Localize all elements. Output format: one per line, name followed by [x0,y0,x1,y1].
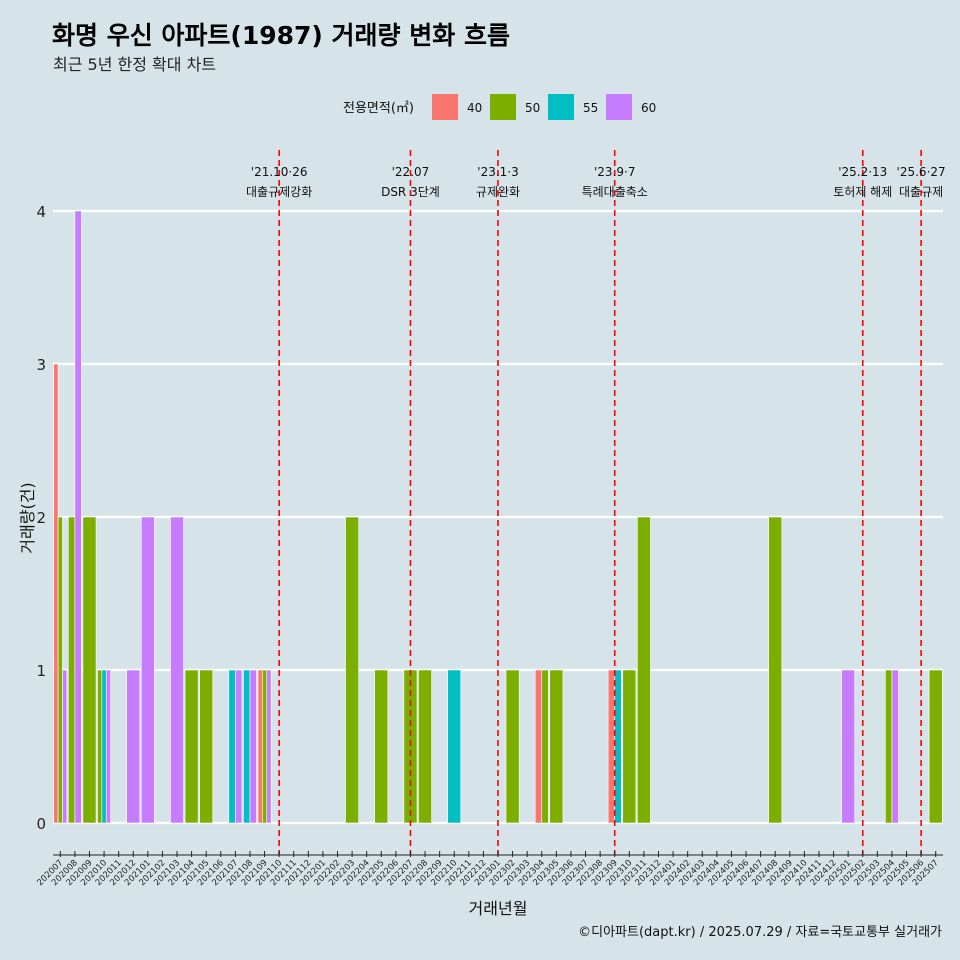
bar-50-202304 [541,669,549,824]
bar-60-202109 [266,669,272,824]
bar-55-202107 [228,669,236,824]
bar-60-202103 [170,516,184,824]
bar-60-202107 [235,669,243,824]
bar-55-202108 [243,669,251,824]
bar-55-202010 [101,669,107,824]
y-tick-label: 4 [36,203,46,221]
bar-50-202310 [622,669,637,824]
legend-label: 50 [525,101,540,115]
y-tick-label: 2 [36,509,46,527]
event-date-label: '21.10·26 [251,165,308,179]
bar-60-202501 [841,669,856,824]
bar-50-202109 [262,669,268,824]
event-policy-label: 토허제 해제 [833,185,892,199]
legend-key-40 [432,94,458,120]
bar-60-202101 [140,516,155,824]
bar-50-202203 [345,516,359,824]
y-tick-label: 3 [36,356,46,374]
y-tick-label: 0 [36,815,46,833]
bar-50-202010 [97,669,103,824]
event-policy-label: DSR 3단계 [381,185,440,199]
bar-50-202205 [374,669,389,824]
chart-caption: ©디아파트(dapt.kr) / 2025.07.29 / 자료=국토교통부 실… [578,925,942,940]
y-tick-label: 1 [36,662,46,680]
bar-50-202302 [505,669,520,824]
legend-key-60 [606,94,632,120]
event-policy-label: 대출규제 [899,185,943,199]
bar-60-202010 [105,669,111,824]
legend-key-50 [490,94,516,120]
bar-50-202208 [418,669,432,824]
bar-60-202108 [249,669,257,824]
bar-40-202109 [257,669,263,824]
x-axis-label: 거래년월 [469,899,528,918]
bar-50-202104 [184,669,199,824]
bar-50-202408 [768,516,783,824]
chart-subtitle: 최근 5년 한정 확대 차트 [53,55,216,74]
event-policy-label: 특례대출축소 [582,185,648,199]
bar-55-202210 [447,669,462,824]
bar-50-202008 [68,516,76,824]
event-date-label: '23.9·7 [594,165,635,179]
bar-60-202008 [74,210,82,824]
bar-50-202007 [57,516,63,824]
event-policy-label: 규제완화 [476,185,520,199]
event-date-label: '25.6·27 [897,165,946,179]
legend-label: 40 [467,101,482,115]
event-date-label: '23.1·3 [477,165,518,179]
event-date-label: '25.2·13 [838,165,887,179]
legend-label: 60 [641,101,656,115]
bar-55-202309 [614,669,622,824]
bar-50-202105 [199,669,214,824]
bar-40-202309 [607,669,616,824]
bar-50-202009 [82,516,97,824]
y-axis-label: 거래량(건) [18,482,37,553]
bar-60-202504 [891,669,899,824]
bar-60-202007 [62,669,68,824]
event-date-label: '22.07 [392,165,430,179]
legend: 전용면적(㎡) 40 50 55 60 [343,94,656,120]
bar-50-202504 [885,669,893,824]
event-policy-label: 대출규제강화 [246,185,312,199]
chart-title: 화명 우신 아파트(1987) 거래량 변화 흐름 [52,21,510,50]
bar-50-202311 [637,516,651,824]
legend-title: 전용면적(㎡) [343,101,414,116]
bar-50-202507 [928,669,943,824]
bar-40-202304 [534,669,543,824]
legend-label: 55 [583,101,598,115]
bar-60-202012 [126,669,141,824]
legend-key-55 [548,94,574,120]
bar-50-202305 [549,669,564,824]
bar-40-202007 [53,363,59,824]
